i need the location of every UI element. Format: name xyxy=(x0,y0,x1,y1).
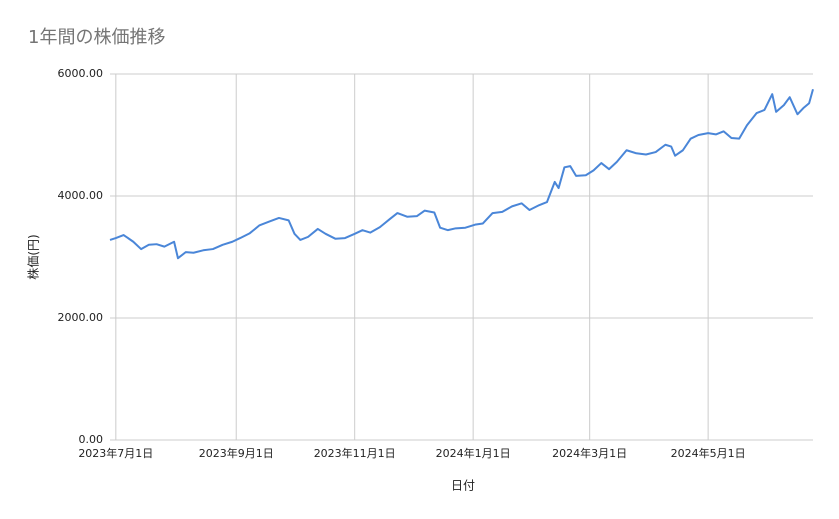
x-tick-label: 2023年9月1日 xyxy=(199,446,274,460)
x-tick-label: 2024年1月1日 xyxy=(436,446,511,460)
x-axis-label: 日付 xyxy=(451,479,475,493)
x-tick-label: 2023年7月1日 xyxy=(78,446,153,460)
y-tick-label: 4000.00 xyxy=(58,189,104,202)
x-tick-label: 2024年3月1日 xyxy=(552,446,627,460)
y-tick-label: 6000.00 xyxy=(58,67,104,80)
chart-title: 1年間の株価推移 xyxy=(28,27,165,48)
data-line xyxy=(109,88,814,260)
y-tick-label: 0.00 xyxy=(79,433,104,446)
x-tick-label: 2024年5月1日 xyxy=(671,446,746,460)
y-axis-label: 株価(円) xyxy=(26,234,41,279)
y-tick-label: 2000.00 xyxy=(58,311,104,324)
x-tick-label: 2023年11月1日 xyxy=(314,446,396,460)
